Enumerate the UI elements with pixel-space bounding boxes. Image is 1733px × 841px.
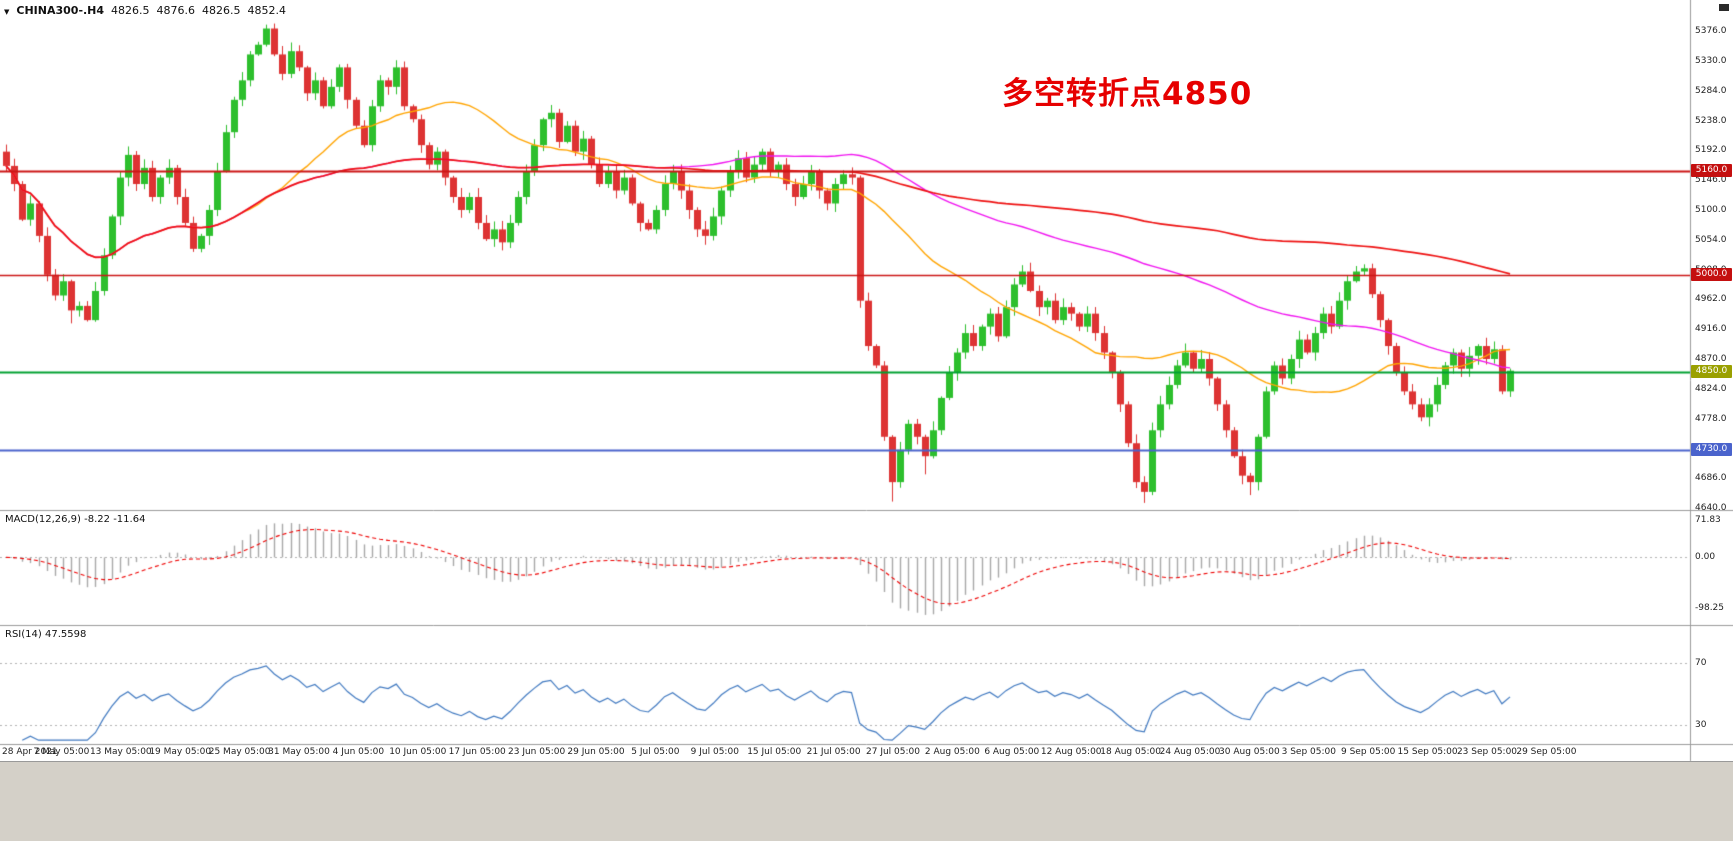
symbol-dropdown-icon[interactable]: ▼ [4, 7, 10, 16]
chart-header: ▼ CHINA300-.H4 4826.5 4876.6 4826.5 4852… [4, 4, 286, 17]
symbol-label: CHINA300-.H4 [16, 4, 105, 17]
rsi-value: 47.5598 [44, 629, 87, 640]
rsi-name: RSI(14) [5, 629, 42, 640]
macd-name: MACD(12,26,9) [5, 514, 81, 525]
open-value: 4826.5 [111, 4, 150, 17]
macd-indicator-label: MACD(12,26,9) -8.22 -11.64 [5, 514, 145, 525]
macd-values: -8.22 -11.64 [84, 514, 146, 525]
high-value: 4876.6 [156, 4, 196, 17]
axis-corner-marker [1719, 4, 1729, 11]
chart-annotation-text: 多空转折点4850 [1002, 76, 1253, 112]
rsi-indicator-label: RSI(14) 47.5598 [5, 629, 86, 640]
low-value: 4826.5 [202, 4, 241, 17]
close-value: 4852.4 [247, 4, 287, 17]
window-footer [0, 761, 1733, 841]
